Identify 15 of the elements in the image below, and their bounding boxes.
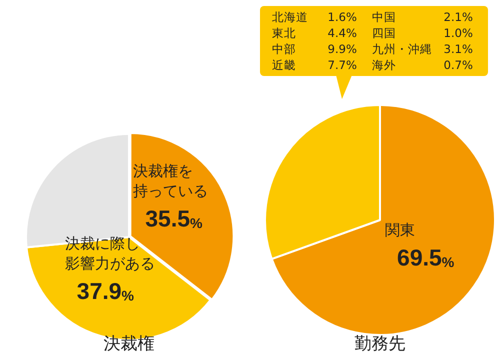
- slice-label: 関東: [385, 220, 416, 239]
- data-label: 35.5%: [145, 206, 204, 232]
- text: 決裁権: [102, 333, 156, 355]
- data-label: 37.9%: [76, 278, 135, 304]
- data-label: 69.5%: [397, 244, 455, 270]
- text: 近畿 7.7%: [272, 58, 357, 72]
- text: 海外 0.7%: [372, 58, 473, 72]
- text: 北海道 1.6%: [272, 10, 357, 24]
- text: 九州・沖縄 3.1%: [372, 42, 473, 56]
- text: 四国 1.0%: [372, 26, 473, 40]
- text: 勤務先: [354, 333, 406, 355]
- slice-label: 決裁権を持っている: [133, 162, 208, 200]
- text: 東北 4.4%: [272, 26, 357, 40]
- text: 中国 2.1%: [372, 10, 473, 24]
- text: 中部 9.9%: [272, 42, 357, 56]
